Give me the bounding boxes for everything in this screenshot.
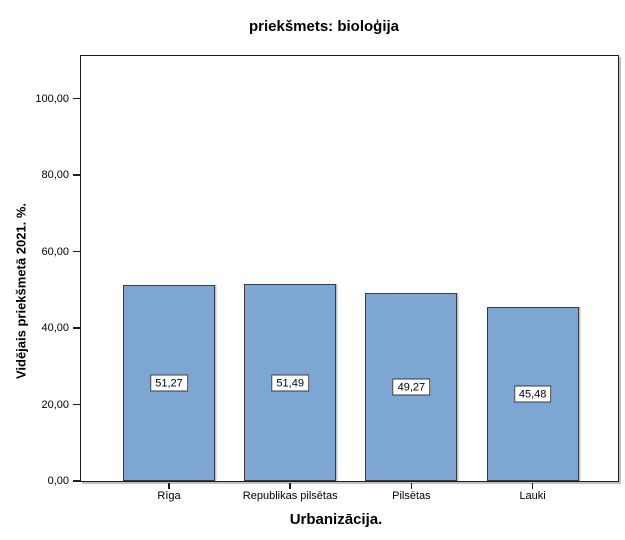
bar: 51,49 (244, 284, 337, 481)
y-tick-mark (72, 480, 80, 482)
bar: 45,48 (486, 307, 579, 481)
bar-value-label: 49,27 (392, 378, 431, 396)
x-tick-mark (410, 482, 413, 489)
x-tick-label: Pilsētas (392, 490, 431, 502)
y-tick-mark (72, 97, 80, 100)
x-axis-title: Urbanizācija. (289, 511, 383, 528)
plot-area: 0,00 20,00 40,00 60,00 80,00 100,00 51,27 51,4… (35, 55, 619, 502)
bar-value-label: 51,27 (150, 374, 188, 392)
y-tick-mark (72, 174, 80, 176)
y-tick-mark (72, 250, 80, 253)
x-tick-label: Lauki (519, 490, 546, 502)
y-tick-label: 0,00 (47, 475, 69, 487)
x-tick-mark (531, 482, 534, 489)
bar-value-label: 45,48 (513, 385, 552, 403)
y-axis-title: Vidējais priekšmetā 2021. %. (13, 202, 29, 380)
y-tick-label: 100,00 (35, 92, 69, 105)
x-tick-mark (168, 482, 170, 489)
y-tick-mark (72, 403, 80, 406)
bar: 51,27 (123, 284, 215, 481)
y-tick-label: 40,00 (41, 322, 69, 334)
y-tick-mark (72, 327, 80, 329)
y-tick-label: 80,00 (41, 169, 69, 181)
x-tick-label: Rīga (157, 490, 181, 502)
bar: 49,27 (365, 292, 458, 481)
x-tick-mark (289, 482, 291, 489)
x-tick-label: Republikas pilsētas (242, 490, 338, 502)
y-tick-label: 60,00 (41, 245, 69, 258)
y-tick-label: 20,00 (41, 398, 69, 411)
chart-title: priekšmets: bioloģija (248, 18, 400, 35)
bar-value-label: 51,49 (271, 374, 309, 392)
